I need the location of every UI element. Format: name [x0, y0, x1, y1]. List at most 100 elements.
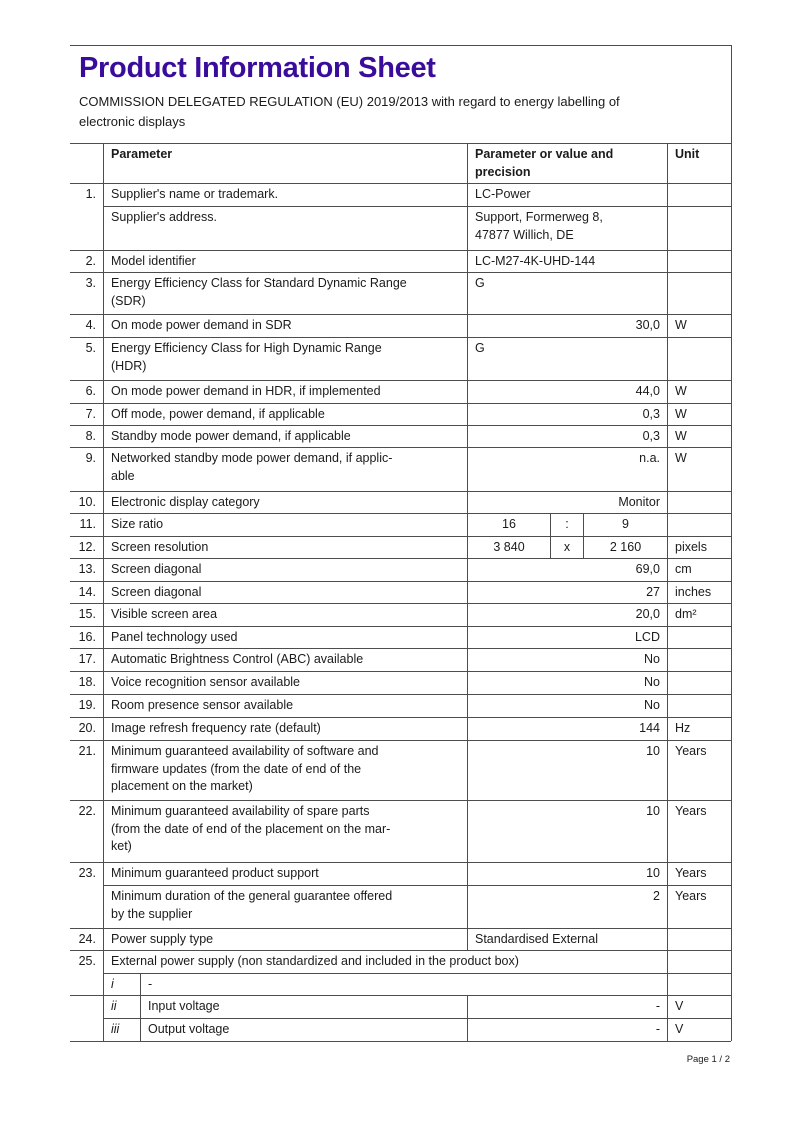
sub-index-cell: ii [103, 995, 140, 1018]
unit-cell [667, 928, 731, 950]
unit-cell [667, 694, 731, 717]
row-number-cell [70, 995, 103, 1018]
parameter-cell: Screen diagonal [103, 558, 467, 581]
value-cell: LC-Power [467, 183, 667, 206]
row-number-cell: 20. [70, 717, 103, 740]
row-number-cell: 22. [70, 800, 103, 862]
unit-cell: dm² [667, 603, 731, 626]
parameter-span-cell: - [140, 973, 667, 995]
table-row: Minimum duration of the general guarante… [70, 885, 731, 928]
value-cell: 0,3 [467, 403, 667, 425]
parameter-cell: On mode power demand in SDR [103, 314, 467, 337]
value-cell: No [467, 671, 667, 694]
header-parameter-cell: Parameter [103, 143, 467, 183]
table-row: 6. On mode power demand in HDR, if implem… [70, 380, 731, 403]
parameter-cell: Standby mode power demand, if applicable [103, 425, 467, 447]
value-cell: 0,3 [467, 425, 667, 447]
unit-cell: W [667, 403, 731, 425]
row-number-cell: 3. [70, 272, 103, 314]
sub-index-cell: iii [103, 1018, 140, 1041]
document-sheet: Product Information Sheet COMMISSION DEL… [70, 45, 732, 1042]
row-number-cell: 15. [70, 603, 103, 626]
value-cell: Monitor [467, 491, 667, 513]
parameter-cell: Input voltage [140, 995, 467, 1018]
unit-cell [667, 513, 731, 536]
parameter-cell: Screen diagonal [103, 581, 467, 603]
value-cell: 144 [467, 717, 667, 740]
value-cell: 30,0 [467, 314, 667, 337]
row-number-cell: 9. [70, 447, 103, 491]
header-number-cell [70, 143, 103, 183]
parameter-cell: Power supply type [103, 928, 467, 950]
row-number-cell: 5. [70, 337, 103, 380]
row-number-cell: 12. [70, 536, 103, 558]
row-number-cell: 21. [70, 740, 103, 800]
unit-cell [667, 272, 731, 314]
header-value-cell: Parameter or value and precision [467, 143, 667, 183]
unit-cell: Years [667, 740, 731, 800]
parameter-cell: Panel technology used [103, 626, 467, 648]
value-cell: - [467, 1018, 667, 1041]
value-cell: 44,0 [467, 380, 667, 403]
table-row: 22. Minimum guaranteed availability of sp… [70, 800, 731, 862]
table-row: i- [70, 973, 731, 995]
table-row: 17. Automatic Brightness Control (ABC) av… [70, 648, 731, 671]
value-cell: LC-M27-4K-UHD-144 [467, 250, 667, 272]
unit-cell [667, 250, 731, 272]
table-row: 24. Power supply type Standardised Externa… [70, 928, 731, 950]
parameter-span-cell: External power supply (non standardized … [103, 950, 667, 973]
row-number-cell: 2. [70, 250, 103, 272]
parameter-cell: Automatic Brightness Control (ABC) avail… [103, 648, 467, 671]
table-row: 21. Minimum guaranteed availability of so… [70, 740, 731, 800]
row-number-cell: 19. [70, 694, 103, 717]
parameter-cell: Minimum guaranteed availability of spare… [103, 800, 467, 862]
value-cell: No [467, 694, 667, 717]
table-row: 14. Screen diagonal 27 inches [70, 581, 731, 603]
row-number-cell: 18. [70, 671, 103, 694]
table-row: 16. Panel technology used LCD [70, 626, 731, 648]
table-body: 1. Supplier's name or trademark. LC-Power S… [70, 183, 731, 1041]
unit-cell [667, 183, 731, 206]
table-row: 9. Networked standby mode power demand, i… [70, 447, 731, 491]
unit-cell [667, 950, 731, 973]
unit-cell: V [667, 995, 731, 1018]
value-sub-cell: 16 [467, 513, 550, 536]
value-cell: 10 [467, 800, 667, 862]
value-cell: Standardised External [467, 928, 667, 950]
table-row: 3. Energy Efficiency Class for Standard D… [70, 272, 731, 314]
parameter-cell: On mode power demand in HDR, if implemen… [103, 380, 467, 403]
row-number-cell [70, 206, 103, 250]
unit-cell: W [667, 380, 731, 403]
parameter-cell: Room presence sensor available [103, 694, 467, 717]
unit-cell: W [667, 447, 731, 491]
unit-cell [667, 337, 731, 380]
table-row: iii Output voltage - V [70, 1018, 731, 1041]
value-sub-cell: 2 160 [583, 536, 667, 558]
value-cell: Support, Formerweg 8, 47877 Willich, DE [467, 206, 667, 250]
table-row: 11. Size ratio 16:9 [70, 513, 731, 536]
parameter-cell: Networked standby mode power demand, if … [103, 447, 467, 491]
value-cell: 2 [467, 885, 667, 928]
value-cell: 10 [467, 740, 667, 800]
unit-cell: W [667, 425, 731, 447]
row-number-cell: 23. [70, 862, 103, 885]
value-cell: 20,0 [467, 603, 667, 626]
table-row: 4. On mode power demand in SDR 30,0 W [70, 314, 731, 337]
value-cell: 10 [467, 862, 667, 885]
parameter-cell: Minimum duration of the general guarante… [103, 885, 467, 928]
table-header-row: Parameter Parameter or value and precisi… [70, 143, 731, 183]
table-row: ii Input voltage - V [70, 995, 731, 1018]
unit-cell: Hz [667, 717, 731, 740]
unit-cell [667, 973, 731, 995]
row-number-cell: 25. [70, 950, 103, 973]
table-row: 25. External power supply (non standardiz… [70, 950, 731, 973]
row-number-cell: 4. [70, 314, 103, 337]
parameter-cell: Supplier's address. [103, 206, 467, 250]
value-separator-cell: : [550, 513, 583, 536]
table-row: 18. Voice recognition sensor available No [70, 671, 731, 694]
row-number-cell: 7. [70, 403, 103, 425]
unit-cell: Years [667, 885, 731, 928]
value-sub-cell: 3 840 [467, 536, 550, 558]
table-row: 12. Screen resolution 3 840 x 2 160 pixels [70, 536, 731, 558]
